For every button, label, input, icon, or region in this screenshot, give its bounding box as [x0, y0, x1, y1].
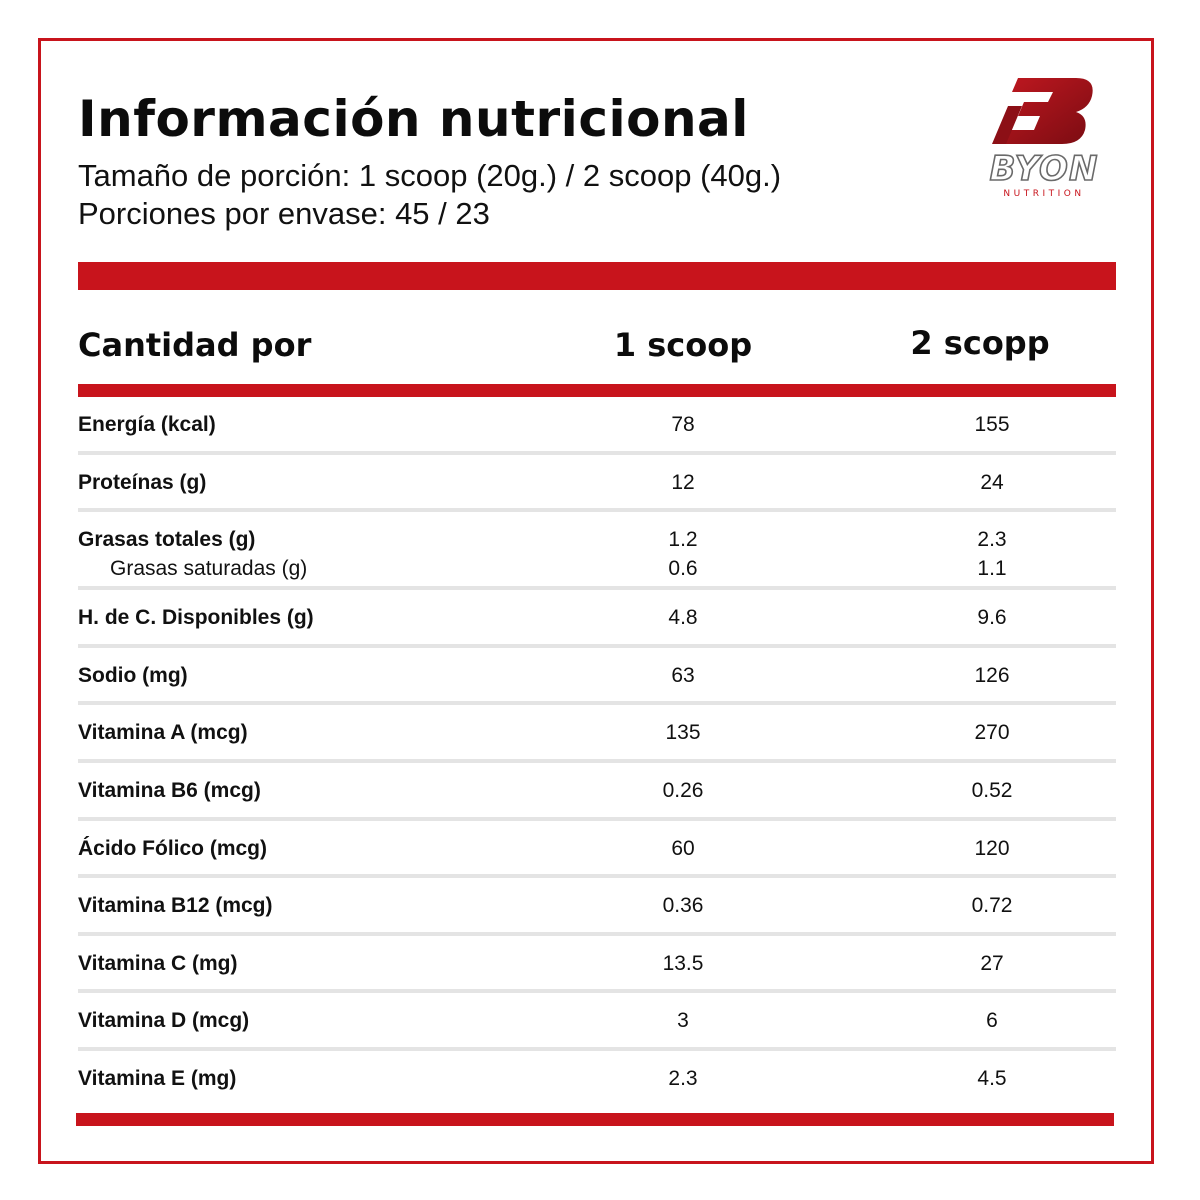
- brand-name: BYON: [990, 149, 1099, 189]
- bottom-divider-bar: [76, 1113, 1114, 1126]
- brand-logo: BYON NUTRITION: [989, 78, 1099, 199]
- value-1-scoop: 78: [671, 413, 695, 436]
- value-2-scoop: 9.6: [977, 606, 1007, 630]
- sub-value-2-scoop: 1.1: [977, 557, 1007, 581]
- value-1-scoop: 63: [671, 663, 695, 687]
- serving-size: Tamaño de porción: 1 scoop (20g.) / 2 sc…: [78, 158, 782, 193]
- nutrient-label: Vitamina E (mg): [78, 1066, 237, 1090]
- table-row: Grasas totales (g) 1.2 2.3 Grasas satura…: [78, 512, 1116, 591]
- value-1-scoop: 0.36: [662, 894, 704, 918]
- nutrient-label: Energía (kcal): [78, 413, 216, 436]
- table-row: Vitamina E (mg) 2.3 4.5: [78, 1051, 1116, 1109]
- servings-per-container: Porciones por envase: 45 / 23: [78, 196, 490, 231]
- value-1-scoop: 3: [677, 1009, 689, 1033]
- value-2-scoop: 126: [974, 663, 1010, 687]
- brand-tagline: NUTRITION: [1003, 189, 1084, 199]
- value-1-scoop: 2.3: [668, 1066, 698, 1090]
- table-row: Sodio (mg) 63 126: [78, 648, 1116, 706]
- value-1-scoop: 135: [665, 721, 701, 745]
- table-row: H. de C. Disponibles (g) 4.8 9.6: [78, 590, 1116, 648]
- page-title: Información nutricional: [78, 90, 749, 148]
- sub-value-1-scoop: 0.6: [668, 557, 698, 581]
- value-1-scoop: 12: [671, 470, 695, 494]
- value-2-scoop: 0.52: [971, 778, 1013, 802]
- nutrient-label: Vitamina B6 (mcg): [78, 778, 261, 802]
- nutrient-label: Vitamina A (mcg): [78, 721, 248, 745]
- nutrition-table: Energía (kcal) 78 155 Proteínas (g) 12 2…: [78, 397, 1116, 1109]
- nutrient-label: Proteínas (g): [78, 470, 207, 494]
- value-1-scoop: 4.8: [668, 606, 698, 630]
- value-1-scoop: 1.2: [668, 528, 698, 552]
- value-1-scoop: 60: [671, 836, 695, 860]
- label-frame: [38, 38, 1154, 1164]
- table-row: Vitamina D (mcg) 3 6: [78, 993, 1116, 1051]
- table-row: Vitamina C (mg) 13.5 27: [78, 936, 1116, 994]
- nutrient-label: Grasas totales (g): [78, 528, 256, 552]
- nutrient-label: Sodio (mg): [78, 663, 188, 687]
- value-2-scoop: 27: [980, 951, 1004, 975]
- sub-nutrient-label: Grasas saturadas (g): [110, 557, 308, 581]
- nutrient-label: Vitamina C (mg): [78, 951, 238, 975]
- header-divider-bar: [78, 384, 1116, 397]
- value-1-scoop: 13.5: [662, 951, 704, 975]
- value-2-scoop: 120: [974, 836, 1010, 860]
- table-row: Vitamina B12 (mcg) 0.36 0.72: [78, 878, 1116, 936]
- table-row: Ácido Fólico (mcg) 60 120: [78, 821, 1116, 879]
- header-column-2: 2 scopp: [910, 324, 1050, 362]
- value-2-scoop: 4.5: [977, 1066, 1007, 1090]
- header-column-1: 1 scoop: [613, 326, 753, 364]
- nutrient-label: H. de C. Disponibles (g): [78, 606, 314, 630]
- brand-b-mark-icon: [1000, 78, 1093, 144]
- nutrient-label: Vitamina D (mcg): [78, 1009, 250, 1033]
- value-2-scoop: 0.72: [971, 894, 1013, 918]
- nutrient-label: Vitamina B12 (mcg): [78, 894, 273, 918]
- header-amount-label: Cantidad por: [78, 326, 312, 364]
- nutrient-label: Ácido Fólico (mcg): [78, 836, 267, 860]
- table-row: Vitamina B6 (mcg) 0.26 0.52: [78, 763, 1116, 821]
- value-1-scoop: 0.26: [662, 778, 704, 802]
- value-2-scoop: 270: [974, 721, 1010, 745]
- value-2-scoop: 2.3: [977, 528, 1007, 552]
- table-row: Energía (kcal) 78 155: [78, 397, 1116, 455]
- table-row: Proteínas (g) 12 24: [78, 455, 1116, 513]
- value-2-scoop: 155: [974, 413, 1010, 436]
- top-divider-bar: [78, 262, 1116, 290]
- value-2-scoop: 24: [980, 470, 1004, 494]
- value-2-scoop: 6: [986, 1009, 998, 1033]
- table-row: Vitamina A (mcg) 135 270: [78, 705, 1116, 763]
